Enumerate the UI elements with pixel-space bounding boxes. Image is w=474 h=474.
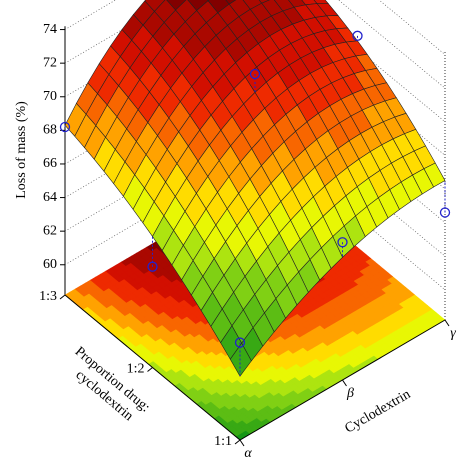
- z-axis-label: Loss of mass (%): [14, 101, 29, 199]
- z-tick-label: 68: [43, 123, 57, 138]
- observed-point: [352, 30, 363, 41]
- observed-point: [337, 237, 348, 248]
- x-tick-label: γ: [450, 326, 456, 341]
- x-tick: [239, 439, 245, 447]
- y-tick: [234, 439, 241, 445]
- z-tick-label: 70: [43, 89, 57, 104]
- y-tick-label: 1:1: [214, 434, 232, 449]
- x-tick: [342, 379, 347, 387]
- y-tick-label: 1:3: [39, 289, 57, 304]
- observed-point: [439, 207, 451, 218]
- surface: [64, 0, 446, 377]
- surface-cell: [225, 0, 237, 5]
- z-tick-label: 74: [43, 22, 57, 37]
- z-tick-label: 66: [43, 156, 57, 171]
- surface-cell: [229, 342, 252, 377]
- x-tick-label: β: [346, 386, 354, 401]
- z-tick-label: 60: [43, 257, 57, 272]
- observed-point: [59, 121, 71, 133]
- y-tick: [147, 367, 153, 372]
- z-tick-label: 72: [43, 55, 57, 70]
- observed-point: [147, 261, 158, 272]
- z-tick-label: 62: [43, 223, 57, 238]
- z-tick-label: 64: [43, 190, 57, 205]
- y-tick-label: 1:2: [127, 362, 145, 377]
- observed-point: [249, 68, 261, 80]
- y-tick: [59, 294, 66, 300]
- x-tick-label: α: [244, 446, 252, 461]
- observed-point: [234, 337, 246, 348]
- x-tick: [444, 319, 450, 327]
